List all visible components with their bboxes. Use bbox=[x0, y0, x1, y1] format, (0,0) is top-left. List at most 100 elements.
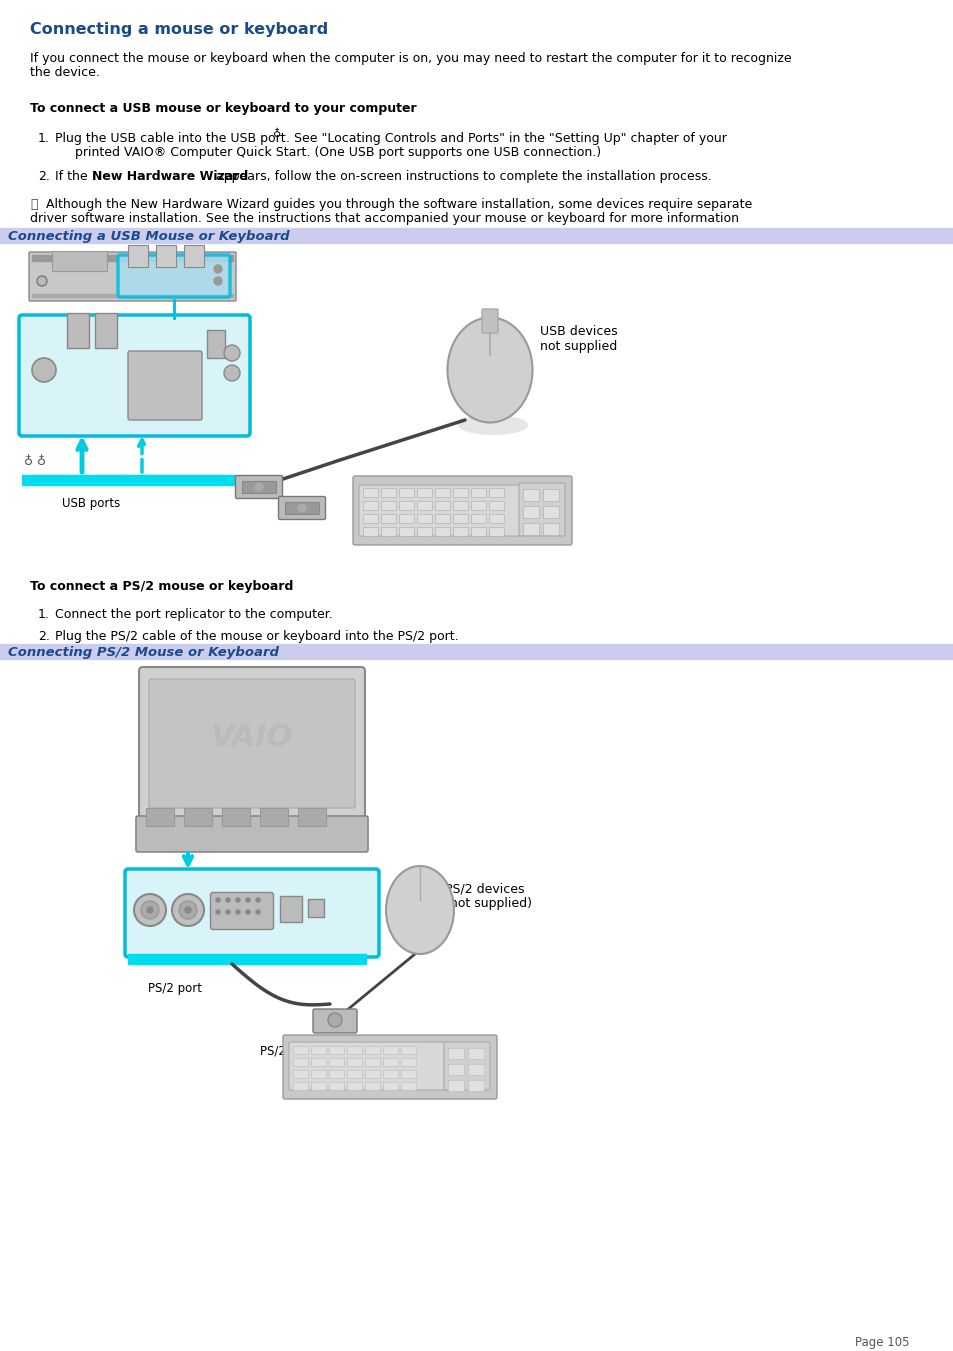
Circle shape bbox=[215, 911, 220, 915]
Bar bbox=[471, 501, 485, 509]
Bar bbox=[435, 501, 450, 509]
Ellipse shape bbox=[447, 317, 532, 423]
Bar bbox=[280, 896, 302, 921]
Text: Connecting a USB Mouse or Keyboard: Connecting a USB Mouse or Keyboard bbox=[8, 230, 290, 243]
Bar bbox=[32, 295, 233, 297]
Bar bbox=[380, 501, 395, 509]
Bar bbox=[416, 527, 432, 536]
Bar bbox=[398, 527, 414, 536]
FancyBboxPatch shape bbox=[149, 680, 355, 808]
Text: 2.: 2. bbox=[38, 170, 50, 182]
Bar bbox=[347, 1058, 361, 1066]
Circle shape bbox=[254, 484, 263, 490]
Bar bbox=[468, 1048, 483, 1059]
FancyBboxPatch shape bbox=[125, 869, 378, 957]
Bar bbox=[347, 1046, 361, 1054]
Circle shape bbox=[235, 911, 240, 915]
FancyBboxPatch shape bbox=[278, 497, 325, 520]
Bar bbox=[400, 1046, 416, 1054]
Bar bbox=[398, 513, 414, 523]
Bar bbox=[365, 1070, 379, 1078]
FancyBboxPatch shape bbox=[358, 485, 520, 536]
Bar bbox=[380, 513, 395, 523]
Bar bbox=[95, 313, 117, 349]
FancyBboxPatch shape bbox=[353, 476, 572, 544]
Text: To connect a USB mouse or keyboard to your computer: To connect a USB mouse or keyboard to yo… bbox=[30, 101, 416, 115]
FancyBboxPatch shape bbox=[29, 253, 235, 301]
FancyBboxPatch shape bbox=[211, 893, 274, 929]
Bar bbox=[380, 488, 395, 497]
Bar bbox=[308, 898, 324, 917]
Bar bbox=[416, 488, 432, 497]
Circle shape bbox=[297, 504, 306, 512]
Text: USB ports: USB ports bbox=[62, 497, 120, 509]
Circle shape bbox=[213, 277, 222, 285]
Text: USB cable: USB cable bbox=[359, 485, 419, 499]
Bar bbox=[363, 488, 377, 497]
Bar bbox=[329, 1046, 344, 1054]
Bar bbox=[32, 255, 233, 261]
Text: USB devices: USB devices bbox=[539, 326, 617, 338]
Bar bbox=[146, 808, 173, 825]
Circle shape bbox=[37, 276, 47, 286]
Bar bbox=[363, 527, 377, 536]
Text: VAIO: VAIO bbox=[211, 724, 293, 753]
Circle shape bbox=[133, 894, 166, 925]
Circle shape bbox=[213, 265, 222, 273]
Text: the device.: the device. bbox=[30, 66, 100, 78]
Bar bbox=[448, 1048, 463, 1059]
Text: (not supplied): (not supplied) bbox=[444, 897, 532, 911]
Bar bbox=[382, 1082, 397, 1090]
Circle shape bbox=[215, 898, 220, 902]
Bar bbox=[398, 501, 414, 509]
FancyBboxPatch shape bbox=[139, 667, 365, 820]
Text: driver software installation. See the instructions that accompanied your mouse o: driver software installation. See the in… bbox=[30, 212, 739, 226]
Text: Plug the PS/2 cable of the mouse or keyboard into the PS/2 port.: Plug the PS/2 cable of the mouse or keyb… bbox=[55, 630, 458, 643]
Bar bbox=[542, 489, 558, 501]
FancyBboxPatch shape bbox=[283, 1035, 497, 1098]
Circle shape bbox=[328, 1013, 341, 1027]
Bar bbox=[416, 513, 432, 523]
Bar bbox=[489, 501, 503, 509]
Text: If the: If the bbox=[55, 170, 91, 182]
Text: 2.: 2. bbox=[38, 630, 50, 643]
Text: Connecting PS/2 Mouse or Keyboard: Connecting PS/2 Mouse or Keyboard bbox=[8, 646, 278, 659]
Bar bbox=[400, 1058, 416, 1066]
FancyBboxPatch shape bbox=[481, 309, 497, 332]
Bar bbox=[471, 513, 485, 523]
FancyBboxPatch shape bbox=[118, 255, 230, 297]
Bar bbox=[128, 245, 148, 267]
Circle shape bbox=[224, 345, 240, 361]
Bar bbox=[489, 527, 503, 536]
Bar bbox=[382, 1070, 397, 1078]
Bar bbox=[329, 1082, 344, 1090]
Text: New Hardware Wizard: New Hardware Wizard bbox=[91, 170, 248, 182]
Text: ♁: ♁ bbox=[273, 128, 281, 139]
Text: Although the New Hardware Wizard guides you through the software installation, s: Although the New Hardware Wizard guides … bbox=[46, 199, 752, 211]
Circle shape bbox=[255, 911, 260, 915]
Bar bbox=[382, 1046, 397, 1054]
Bar bbox=[207, 330, 225, 358]
Bar bbox=[522, 489, 538, 501]
Bar bbox=[542, 507, 558, 517]
Circle shape bbox=[226, 911, 230, 915]
Bar bbox=[380, 527, 395, 536]
Text: Plug the USB cable into the USB port: Plug the USB cable into the USB port bbox=[55, 132, 285, 145]
Bar bbox=[285, 503, 318, 513]
Text: Connect the port replicator to the computer.: Connect the port replicator to the compu… bbox=[55, 608, 333, 621]
Bar bbox=[468, 1079, 483, 1092]
Circle shape bbox=[246, 898, 250, 902]
Bar bbox=[22, 476, 236, 485]
Bar bbox=[453, 501, 468, 509]
Text: . See "Locating Controls and Ports" in the "Setting Up" chapter of your: . See "Locating Controls and Ports" in t… bbox=[286, 132, 726, 145]
Bar bbox=[489, 488, 503, 497]
FancyBboxPatch shape bbox=[518, 484, 564, 536]
Bar bbox=[293, 1082, 308, 1090]
Bar bbox=[0, 644, 953, 659]
FancyBboxPatch shape bbox=[289, 1042, 446, 1090]
Circle shape bbox=[32, 358, 56, 382]
Bar bbox=[382, 1058, 397, 1066]
Bar bbox=[128, 954, 366, 965]
Bar bbox=[156, 245, 175, 267]
Circle shape bbox=[141, 901, 159, 919]
